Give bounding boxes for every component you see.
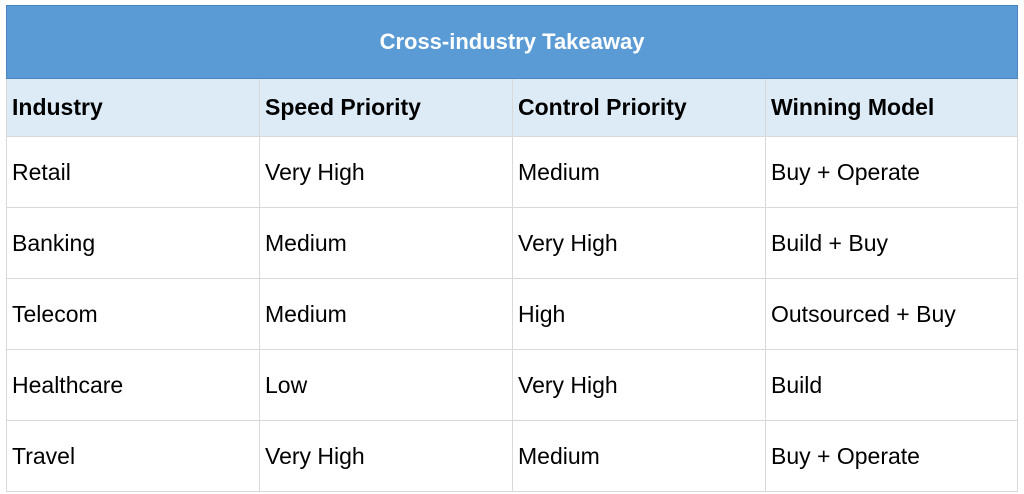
cross-industry-takeaway-table: Cross-industry Takeaway Industry Speed P…	[5, 5, 1019, 492]
cell-industry: Travel	[6, 420, 260, 492]
header-winning-model: Winning Model	[764, 78, 1019, 137]
cell-control-priority: Very High	[512, 349, 766, 421]
title-row: Cross-industry Takeaway	[5, 5, 1019, 79]
table-row: Banking Medium Very High Build + Buy	[6, 207, 1019, 279]
cell-winning-model: Buy + Operate	[764, 420, 1019, 492]
cell-speed-priority: Medium	[259, 278, 513, 350]
header-control-priority: Control Priority	[512, 78, 766, 137]
table-row: Retail Very High Medium Buy + Operate	[6, 136, 1019, 208]
table-title: Cross-industry Takeaway	[5, 5, 1019, 79]
takeaway-table-container: Cross-industry Takeaway Industry Speed P…	[5, 5, 1019, 492]
cell-control-priority: Medium	[512, 420, 766, 492]
cell-speed-priority: Low	[259, 349, 513, 421]
cell-winning-model: Build + Buy	[764, 207, 1019, 279]
table-row: Travel Very High Medium Buy + Operate	[6, 420, 1019, 492]
cell-speed-priority: Medium	[259, 207, 513, 279]
table-row: Telecom Medium High Outsourced + Buy	[6, 278, 1019, 350]
cell-control-priority: High	[512, 278, 766, 350]
table-row: Healthcare Low Very High Build	[6, 349, 1019, 421]
cell-industry: Banking	[6, 207, 260, 279]
cell-control-priority: Very High	[512, 207, 766, 279]
cell-industry: Telecom	[6, 278, 260, 350]
header-row: Industry Speed Priority Control Priority…	[6, 78, 1019, 137]
cell-winning-model: Outsourced + Buy	[764, 278, 1019, 350]
cell-winning-model: Buy + Operate	[764, 136, 1019, 208]
cell-industry: Healthcare	[6, 349, 260, 421]
cell-winning-model: Build	[764, 349, 1019, 421]
cell-speed-priority: Very High	[259, 420, 513, 492]
header-industry: Industry	[6, 78, 260, 137]
cell-industry: Retail	[6, 136, 260, 208]
cell-speed-priority: Very High	[259, 136, 513, 208]
cell-control-priority: Medium	[512, 136, 766, 208]
header-speed-priority: Speed Priority	[259, 78, 513, 137]
